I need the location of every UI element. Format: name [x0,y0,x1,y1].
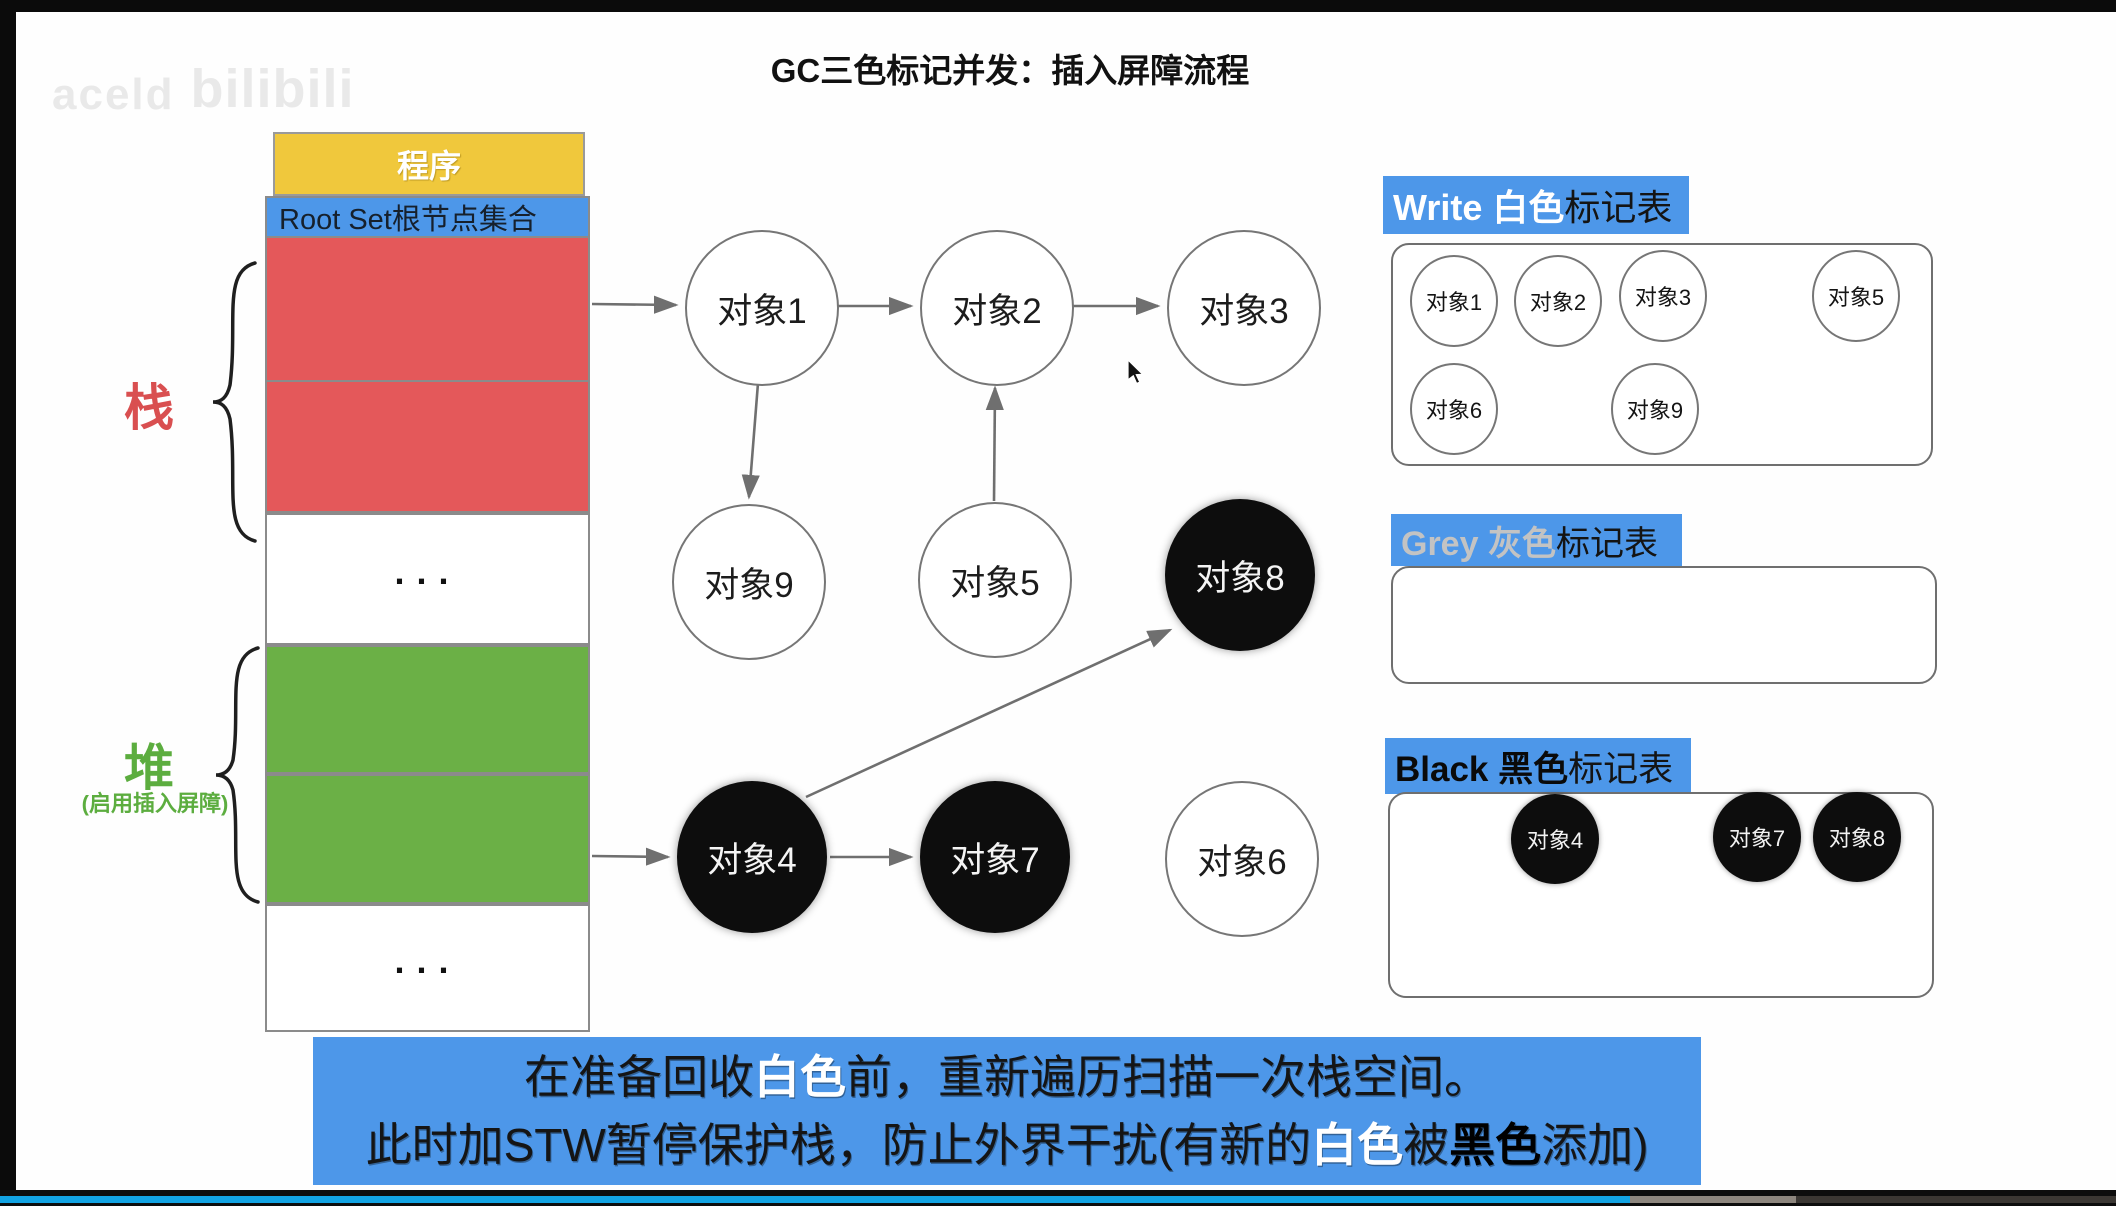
white-table-item: 对象9 [1611,363,1699,455]
graph-node-obj4: 对象4 [677,781,827,933]
black-table-item: 对象8 [1813,792,1901,882]
caption-banner: 在准备回收白色前，重新遍历扫描一次栈空间。 此时加STW暂停保护栈，防止外界干扰… [313,1037,1701,1185]
graph-node-obj3: 对象3 [1167,230,1321,386]
memory-block-gap-2: ... [265,904,590,1032]
graph-node-obj8: 对象8 [1165,499,1315,651]
bilibili-logo: bilibili [190,59,355,119]
heap-region-label: 堆 [124,740,174,796]
progress-remaining [1796,1196,2116,1203]
memory-block-heap-1 [265,645,590,774]
graph-node-obj9: 对象9 [672,504,826,660]
graph-node-obj7: 对象7 [920,781,1070,933]
memory-block-stack-1 [265,236,590,382]
arrow-heap-to-obj4 [591,847,671,866]
white-table-item: 对象5 [1812,250,1900,342]
cursor-icon [1127,358,1145,385]
stack-brace [212,261,257,543]
heap-brace [215,646,260,904]
page-title: GC三色标记并发：插入屏障流程 [770,52,1250,89]
black-table-item: 对象7 [1713,792,1801,882]
white-table-item: 对象1 [1410,255,1498,347]
black-table-heading: Black 黑色 标记表 [1385,738,1691,794]
memory-block-stack-2 [265,380,590,513]
grey-table-box [1391,566,1937,684]
graph-node-obj1: 对象1 [685,230,839,386]
white-table-item: 对象2 [1514,255,1602,347]
graph-node-obj5: 对象5 [918,502,1072,658]
graph-node-obj2: 对象2 [920,230,1074,386]
white-table-item: 对象6 [1410,363,1498,455]
graph-node-obj6: 对象6 [1165,781,1319,937]
grey-table-heading: Grey 灰色 标记表 [1391,514,1682,566]
watermark: aceld bilibili [52,58,355,120]
white-table-item: 对象3 [1619,250,1707,342]
arrow-obj1-to-obj9 [741,382,760,500]
letterbox-top [0,0,2116,12]
memory-block-gap-1: ... [265,513,590,645]
arrow-root-to-obj1 [591,295,679,314]
letterbox-left [0,0,16,1206]
memory-block-program: 程序 [273,132,585,196]
progress-buffered [1630,1196,1796,1203]
progress-watched [0,1196,1630,1203]
caption-line-1: 在准备回收白色前，重新遍历扫描一次栈空间。 [524,1051,1490,1103]
watermark-author: aceld [52,70,175,119]
black-table-item: 对象4 [1511,794,1599,884]
white-table-heading: Write 白色 标记表 [1383,176,1689,234]
stack-region-label: 栈 [124,380,174,436]
memory-block-heap-2 [265,774,590,904]
heap-region-note: (启用插入屏障) [81,791,229,816]
caption-line-2: 此时加STW暂停保护栈，防止外界干扰(有新的白色被黑色添加) [365,1119,1649,1171]
arrow-obj5-to-obj2 [985,385,1004,502]
memory-block-root-set: Root Set根节点集合 [265,196,590,238]
